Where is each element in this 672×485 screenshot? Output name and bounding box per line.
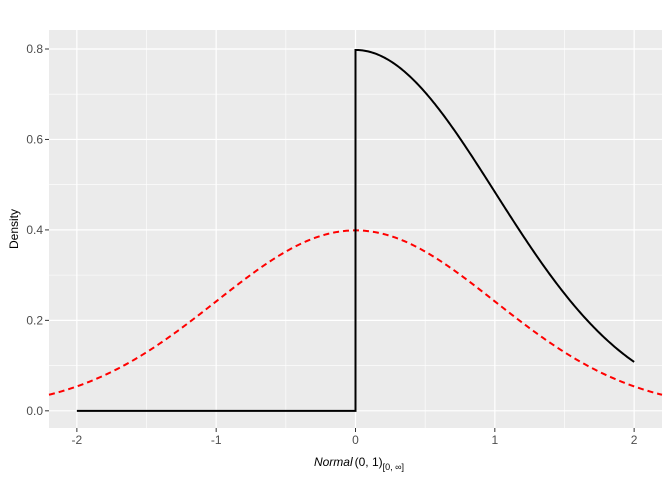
x-label-args: (0, 1) bbox=[355, 455, 383, 469]
x-tick-label: -1 bbox=[211, 433, 222, 447]
series-layer bbox=[48, 48, 663, 412]
series-truncated-density-solid bbox=[76, 48, 635, 412]
x-tick-label: 0 bbox=[352, 433, 359, 447]
y-axis: 0.0 0.2 0.4 0.6 0.8 bbox=[26, 42, 49, 418]
y-tick-label: 0.2 bbox=[26, 313, 43, 327]
x-tick-label: -2 bbox=[72, 433, 83, 447]
y-tick-label: 0.4 bbox=[26, 223, 43, 237]
x-axis: -2 -1 0 1 2 bbox=[72, 428, 638, 447]
x-tick-label: 2 bbox=[631, 433, 638, 447]
x-tick-label: 1 bbox=[491, 433, 498, 447]
x-label-subscript: [0, ∞] bbox=[383, 462, 404, 472]
y-axis-label: Density bbox=[7, 209, 21, 249]
y-tick-label: 0.0 bbox=[26, 404, 43, 418]
y-tick-label: 0.8 bbox=[26, 42, 43, 56]
x-axis-label: Normal (0, 1)[0, ∞] bbox=[314, 455, 404, 472]
y-tick-label: 0.6 bbox=[26, 132, 43, 146]
x-label-main: Normal bbox=[314, 455, 353, 469]
